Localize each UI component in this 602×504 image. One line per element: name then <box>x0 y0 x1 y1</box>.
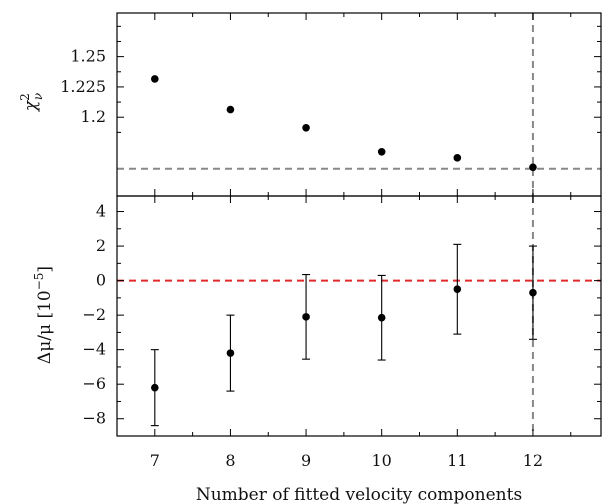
top-y-axis-title: χ2ν <box>18 93 45 112</box>
x-tick-label: 12 <box>523 451 543 470</box>
x-tick-label: 7 <box>150 451 160 470</box>
top-panel: 1.2 1.225 1.25 χ2ν <box>18 12 602 197</box>
bottom-plot-frame <box>116 195 602 437</box>
bottom-axis-ticks: −8 −6 −4 −2 0 2 4 7 8 9 10 11 12 <box>82 196 601 470</box>
x-tick-label: 11 <box>447 451 467 470</box>
bottom-data-point <box>151 383 159 392</box>
bottom-reference-lines <box>117 196 601 436</box>
top-data-point <box>529 163 537 172</box>
bottom-data-point <box>226 349 235 357</box>
bottom-data-point <box>529 288 537 297</box>
bottom-data-point <box>377 313 386 322</box>
top-y-tick-label: 1.225 <box>60 77 106 96</box>
bottom-y-tick-label: −2 <box>82 305 106 324</box>
x-axis-title: Number of fitted velocity components <box>196 485 522 504</box>
x-tick-label: 9 <box>301 451 311 470</box>
top-series-points <box>151 75 537 172</box>
top-data-point <box>226 105 235 114</box>
top-axis-ticks: 1.2 1.225 1.25 <box>60 13 601 196</box>
bottom-y-axis-title: Δμ/μ [10−5] <box>32 266 55 364</box>
x-tick-label: 10 <box>372 451 392 470</box>
bottom-y-tick-label: −8 <box>82 409 106 428</box>
bottom-data-point <box>302 313 310 321</box>
top-reference-lines <box>117 13 601 196</box>
bottom-series-points <box>150 243 537 427</box>
top-data-point <box>453 154 462 162</box>
bottom-y-tick-label: 4 <box>96 202 106 221</box>
top-data-point <box>151 75 159 83</box>
bottom-y-tick-label: 2 <box>96 236 106 255</box>
top-data-point <box>302 123 310 132</box>
top-y-tick-label: 1.25 <box>70 47 106 66</box>
bottom-y-tick-label: −4 <box>82 340 106 359</box>
top-y-tick-label: 1.2 <box>81 107 106 126</box>
top-data-point <box>377 147 386 156</box>
x-tick-label: 8 <box>225 451 235 470</box>
bottom-panel: −8 −6 −4 −2 0 2 4 7 8 9 10 11 12 Δμ/μ [10−5] Number … <box>32 195 602 504</box>
bottom-y-tick-label: 0 <box>96 271 106 290</box>
bottom-data-point <box>453 285 462 294</box>
bottom-y-tick-label: −6 <box>82 374 106 393</box>
